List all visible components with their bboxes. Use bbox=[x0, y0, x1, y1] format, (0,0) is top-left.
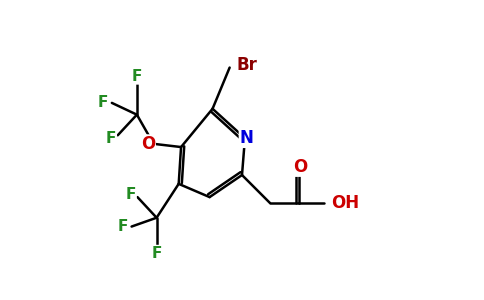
Text: F: F bbox=[151, 246, 162, 261]
Text: O: O bbox=[141, 135, 155, 153]
Text: F: F bbox=[106, 131, 116, 146]
Text: N: N bbox=[240, 129, 253, 147]
Text: F: F bbox=[118, 219, 128, 234]
Text: OH: OH bbox=[331, 194, 359, 212]
Text: F: F bbox=[132, 69, 142, 84]
Text: F: F bbox=[98, 95, 108, 110]
Text: F: F bbox=[126, 187, 136, 202]
Text: Br: Br bbox=[237, 56, 258, 74]
Text: O: O bbox=[293, 158, 307, 176]
